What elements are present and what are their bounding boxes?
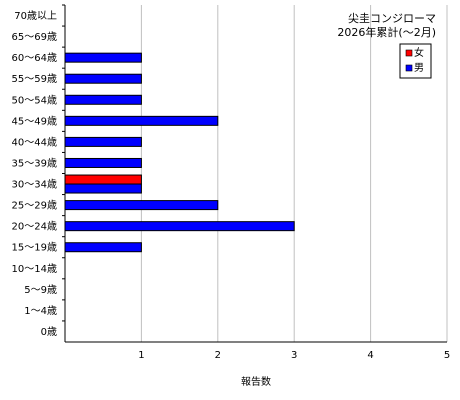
y-tick-label: 40～44歳: [12, 136, 57, 148]
x-tick-label: 2: [215, 350, 221, 361]
bar-male: [64, 73, 142, 84]
chart-title: 尖圭コンジローマ: [348, 12, 436, 25]
legend-box: [399, 43, 432, 79]
y-tick-label: 55～59歳: [12, 73, 57, 85]
y-tick-label: 20～24歳: [12, 221, 57, 233]
x-tick-label: 3: [291, 350, 297, 361]
chart-subtitle: 2026年累計(～2月): [337, 25, 436, 39]
legend-label-male: 男: [414, 62, 424, 74]
x-tick-label: 4: [367, 350, 373, 361]
legend-label-female: 女: [414, 46, 424, 59]
y-tick-label: 60～64歳: [12, 52, 57, 64]
y-tick-label: 10～14歳: [12, 263, 57, 275]
bar-male: [64, 52, 142, 63]
bar-male: [64, 136, 142, 147]
y-tick-label: 45～49歳: [12, 115, 57, 127]
legend: 女 男: [399, 43, 432, 79]
x-tick-label: 5: [444, 350, 450, 361]
x-axis-title: 報告数: [241, 375, 271, 388]
x-tick-label: 1: [138, 350, 144, 361]
y-tick-label: 50～54歳: [12, 94, 57, 106]
bar-male: [64, 94, 142, 105]
y-tick-label: 30～34歳: [12, 179, 57, 191]
bar-male: [64, 242, 142, 253]
legend-swatch-male: [405, 64, 413, 72]
y-tick-label: 65～69歳: [12, 31, 57, 43]
bar-male: [64, 183, 142, 194]
x-tick-labels: 1 2 3 4 5: [138, 350, 450, 361]
y-tick-labels: 70歳以上 65～69歳 60～64歳 55～59歳 50～54歳 45～49歳 40～44…: [12, 4, 65, 338]
y-tick-label: 15～19歳: [12, 242, 57, 254]
legend-swatch-female: [405, 49, 413, 57]
y-tick-label: 1～4歳: [24, 305, 57, 317]
y-tick-label: 35～39歳: [12, 157, 57, 169]
bar-male: [64, 115, 219, 126]
bar-female: [64, 174, 142, 185]
y-tick-label: 25～29歳: [12, 200, 57, 212]
bar-male: [64, 221, 295, 232]
y-tick-label: 0歳: [41, 326, 57, 338]
bar-male: [64, 157, 142, 168]
y-tick-label: 70歳以上: [14, 10, 57, 22]
bars: [64, 52, 295, 253]
bar-male: [64, 200, 219, 211]
y-tick-label: 5～9歳: [24, 284, 57, 296]
